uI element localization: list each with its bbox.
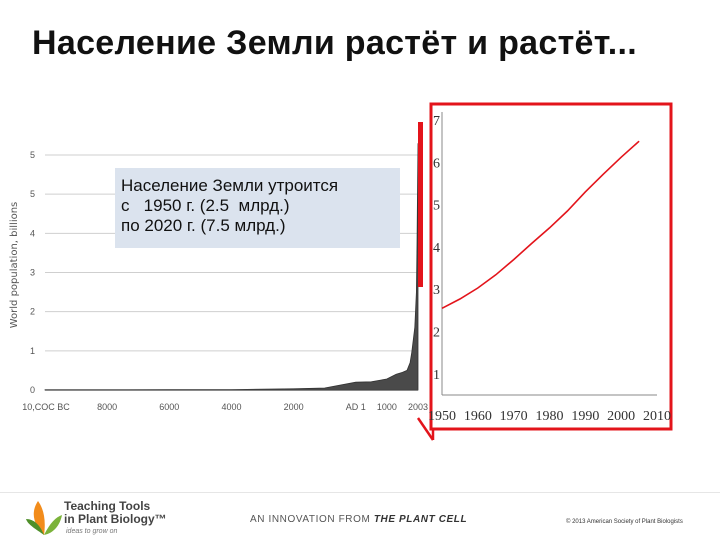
y-axis-label: World population, billions [9, 202, 20, 329]
recent-population-chart: 1 2 3 4 5 6 7 1950 1960 1970 1980 1990 2000 2010 [428, 102, 673, 431]
x-tick-label: 1960 [464, 409, 492, 424]
x-tick-label: 1970 [500, 409, 528, 424]
x-tick-label: 4000 [221, 402, 241, 412]
x-tick-label: 2010 [643, 409, 671, 424]
x-tick-label: 6000 [159, 402, 179, 412]
innovation-source: THE PLANT CELL [373, 514, 468, 525]
x-tick-label: 1950 [428, 409, 456, 424]
y-tick-label: 5 [30, 150, 35, 160]
x-tick-label: 8000 [97, 402, 117, 412]
y-tick-label: 5 [433, 199, 440, 214]
copyright-text: © 2013 American Society of Plant Biologi… [566, 519, 683, 525]
x-tick-label: 1000 [377, 402, 397, 412]
callout-line-2: с 1950 г. (2.5 млрд.) [121, 196, 290, 215]
y-tick-label: 7 [433, 114, 440, 129]
innovation-prefix: AN INNOVATION FROM [250, 514, 374, 525]
zoom-frame [429, 102, 673, 431]
population-line-series [441, 140, 640, 310]
y-tick-label: 6 [433, 156, 440, 171]
leaf-logo-icon [26, 501, 62, 535]
y-tick-label: 0 [30, 385, 35, 395]
x-tick-label: 2000 [607, 409, 635, 424]
y-tick-label: 3 [30, 268, 35, 278]
x-tick-label: 10,COC BC [22, 402, 70, 412]
innovation-credit: AN INNOVATION FROM THE PLANT CELL [250, 514, 467, 525]
y-tick-label: 4 [30, 228, 35, 238]
chart-annotations [416, 122, 435, 441]
y-tick-label: 3 [433, 283, 440, 298]
x-tick-label: AD 1 [346, 402, 366, 412]
x-tick-label: 1990 [571, 409, 599, 424]
y-tick-label: 4 [433, 241, 440, 256]
callout-box: Население Земли утроится с 1950 г. (2.5 … [115, 168, 400, 248]
callout-line-1: Население Земли утроится [121, 176, 339, 195]
x-tick-label: 1980 [536, 409, 564, 424]
y-tick-label: 2 [30, 307, 35, 317]
logo-tagline: ideas to grow on [66, 528, 118, 535]
callout-line-3: по 2020 г. (7.5 млрд.) [121, 216, 286, 235]
long-term-population-chart: 0 1 2 3 4 5 5 10,COC BC 8000 6000 4000 2000 AD 1 1000… [9, 143, 428, 412]
logo-line-2: in Plant Biology™ [64, 512, 167, 526]
y-tick-label: 1 [433, 368, 440, 383]
logo-text: Teaching Tools in Plant Biology™ [64, 500, 167, 526]
y-tick-label: 2 [433, 326, 440, 341]
footer-bar [0, 492, 720, 541]
x-tick-label: 2003 [408, 402, 428, 412]
page-title: Население Земли растёт и растёт... [32, 24, 637, 62]
pointer-line [416, 417, 435, 441]
logo-line-1: Teaching Tools [64, 499, 151, 513]
y-tick-label: 1 [30, 346, 35, 356]
highlight-bar [418, 122, 423, 287]
x-tick-label: 2000 [284, 402, 304, 412]
y-tick-label: 5 [30, 189, 35, 199]
